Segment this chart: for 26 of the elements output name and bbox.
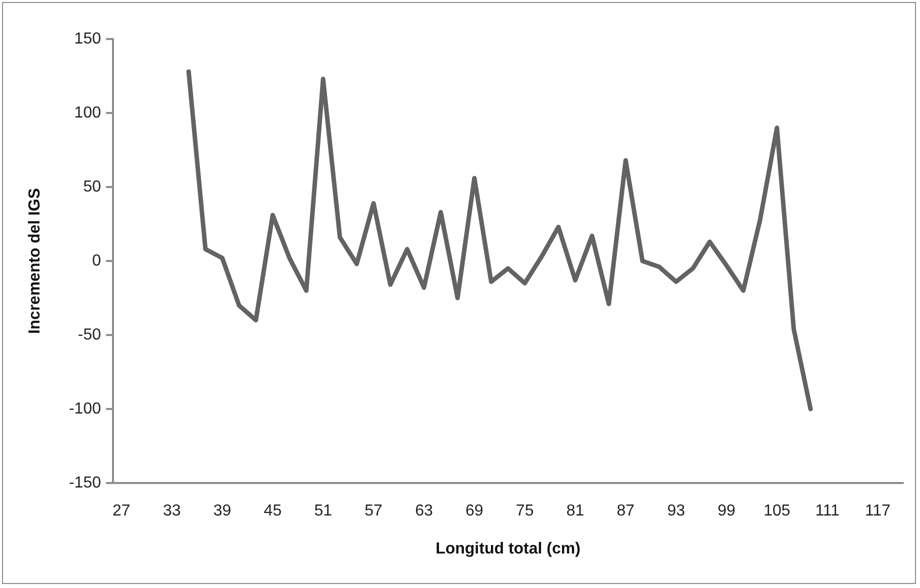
x-tick-label: 99 — [718, 502, 736, 520]
x-tick-label: 105 — [764, 502, 790, 520]
x-tick-label: 51 — [314, 502, 332, 520]
y-tick-label: -50 — [78, 326, 102, 344]
y-axis-title: Incremento del IGS — [26, 188, 44, 334]
x-tick-label: 93 — [667, 502, 686, 520]
x-tick-label: 39 — [213, 502, 232, 520]
y-tick-label: 50 — [83, 178, 102, 196]
line-series — [186, 69, 813, 412]
y-tick-label: 100 — [74, 104, 102, 122]
x-tick-label: 45 — [264, 502, 282, 520]
x-tick-label: 117 — [865, 502, 891, 520]
x-tick-label: 81 — [566, 502, 584, 520]
y-tick-label: 150 — [74, 30, 102, 48]
x-tick-label: 33 — [162, 502, 181, 520]
x-tick-label: 75 — [516, 502, 534, 520]
x-axis-title: Longitud total (cm) — [436, 540, 580, 558]
x-tick-label: 87 — [616, 502, 635, 520]
y-tick-label: -100 — [68, 400, 102, 418]
y-tick-label: -150 — [68, 474, 102, 492]
x-tick-label: 69 — [465, 502, 484, 520]
x-tick-label: 63 — [415, 502, 433, 520]
x-tick-label: 57 — [364, 502, 383, 520]
y-tick-label: 0 — [92, 252, 102, 270]
x-tick-label: 111 — [815, 502, 840, 520]
x-tick-label: 27 — [112, 502, 130, 520]
